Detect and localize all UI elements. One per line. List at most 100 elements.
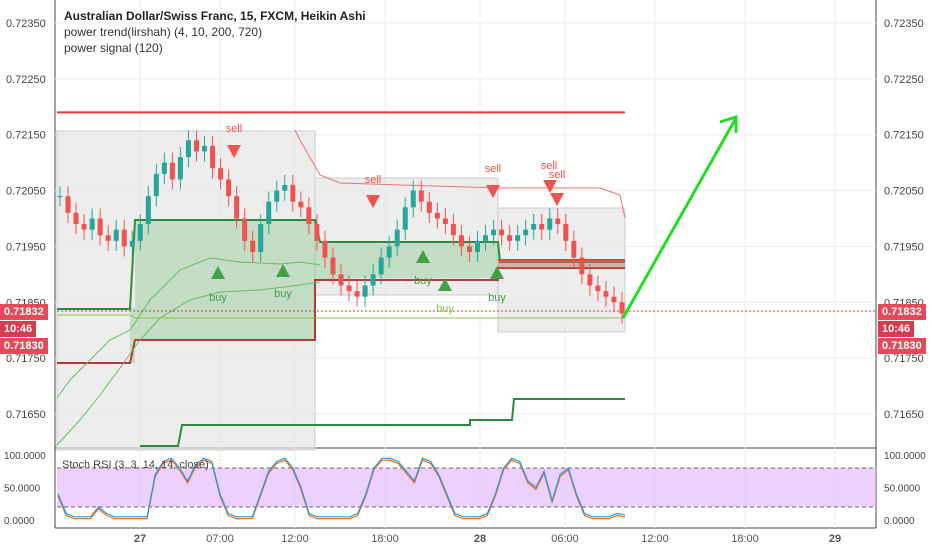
last-price-tag-right: 0.71832 [878, 304, 926, 320]
sell-label: sell [365, 174, 382, 186]
price-tick-right: 0.72350 [884, 18, 924, 30]
candle-body [394, 229, 400, 247]
price-tick-right: 0.72250 [884, 74, 924, 86]
candle-body [458, 235, 464, 247]
candle-body [587, 274, 593, 286]
candle-body [507, 235, 513, 241]
candle-body [571, 240, 577, 258]
candle-body [491, 229, 497, 236]
sell-label: sell [485, 163, 502, 175]
candle-body [210, 145, 216, 169]
candle-body [483, 235, 489, 241]
sell-marker [543, 180, 557, 193]
sell-label: sell [541, 160, 558, 172]
indicator-power-signal[interactable]: power signal (120) [64, 41, 163, 55]
candle-body [338, 274, 344, 286]
range-box-1 [56, 130, 316, 451]
candle-body [258, 224, 264, 253]
range-box-2 [314, 177, 499, 296]
candle-body [97, 218, 103, 236]
candle-body [474, 240, 480, 253]
range-box-3 [497, 207, 626, 333]
red-trail-line [294, 129, 626, 219]
candle-body [354, 291, 360, 297]
candle-body [57, 196, 63, 198]
projection-arrow-line [621, 117, 738, 319]
support-thin-line [57, 314, 625, 319]
sell-marker [550, 193, 564, 206]
time-label: 18:00 [371, 533, 399, 545]
price-tick-right: 0.72150 [884, 130, 924, 142]
sell-label: sell [549, 169, 566, 181]
buy-marker [490, 266, 504, 279]
trend-band-fill [57, 220, 625, 363]
buy-marker [416, 250, 430, 263]
time-label: 07:00 [206, 533, 234, 545]
rsi-tick-left: 0.0000 [4, 516, 35, 527]
buy-marker [438, 278, 452, 291]
price-tick-right: 0.71750 [884, 353, 924, 365]
candle-body [547, 218, 553, 230]
countdown-tag-left: 10:46 [0, 321, 37, 337]
candle-body [185, 140, 191, 158]
time-label: 28 [474, 533, 486, 545]
candle-body [169, 162, 175, 180]
candle-body [499, 229, 505, 236]
candle-body [450, 224, 456, 236]
rsi-band [57, 468, 876, 507]
rsi-tick-left: 100.0000 [4, 451, 46, 462]
candle-body [563, 224, 569, 241]
candle-body [611, 296, 617, 303]
stoch-k-line [57, 457, 626, 518]
candle-body [418, 190, 424, 202]
stoch-rsi-label[interactable]: Stoch RSI (3, 3, 14, 14, close) [62, 459, 209, 471]
candle-body [555, 218, 561, 225]
candle-body [466, 246, 472, 253]
candle-body [290, 184, 296, 202]
trail-line-1 [56, 257, 321, 399]
candle-body [177, 157, 183, 180]
candle-body [65, 196, 71, 213]
buy-label: buy [488, 292, 506, 304]
indicator-power-trend[interactable]: power trend(lirshah) (4, 10, 200, 720) [64, 25, 263, 39]
candle-body [595, 285, 601, 292]
price-tick-right: 0.71950 [884, 241, 924, 253]
time-label: 06:00 [551, 533, 579, 545]
price-tick-left: 0.71650 [6, 409, 46, 421]
last-price-tag-left: 0.71832 [0, 304, 48, 320]
candle-body [603, 291, 609, 297]
buy-label: buy [209, 292, 227, 304]
buy-label: buy [414, 275, 432, 287]
price-tick-left: 0.71750 [6, 353, 46, 365]
rsi-tick-right: 0.0000 [884, 516, 915, 527]
time-label: 27 [134, 533, 146, 545]
rsi-tick-right: 50.0000 [884, 484, 921, 495]
countdown-tag-right: 10:46 [878, 321, 915, 337]
candle-body [226, 179, 232, 197]
candle-body [531, 224, 537, 230]
time-label: 12:00 [281, 533, 309, 545]
candle-body [330, 257, 336, 275]
candle-body [539, 224, 545, 230]
candle-body [105, 235, 111, 241]
symbol-title: Australian Dollar/Swiss Franc, 15, FXCM,… [64, 9, 366, 23]
candle-body [250, 240, 256, 253]
candle-body [89, 218, 95, 230]
candle-body [129, 240, 135, 247]
candle-body [619, 302, 625, 314]
red-zone-fill [498, 260, 625, 268]
candle-body [402, 207, 408, 230]
time-label: 29 [829, 533, 841, 545]
sell-marker [486, 185, 500, 198]
candle-body [515, 235, 521, 241]
candle-body [434, 212, 440, 219]
buy-label: buy [274, 288, 292, 300]
candle-body [266, 201, 272, 225]
candle-body [314, 224, 320, 241]
price-tick-right: 0.71650 [884, 409, 924, 421]
sell-label: sell [226, 123, 243, 135]
candle-body [202, 145, 208, 152]
buy-label: buy [436, 303, 454, 315]
price-tick-left: 0.72350 [6, 18, 46, 30]
